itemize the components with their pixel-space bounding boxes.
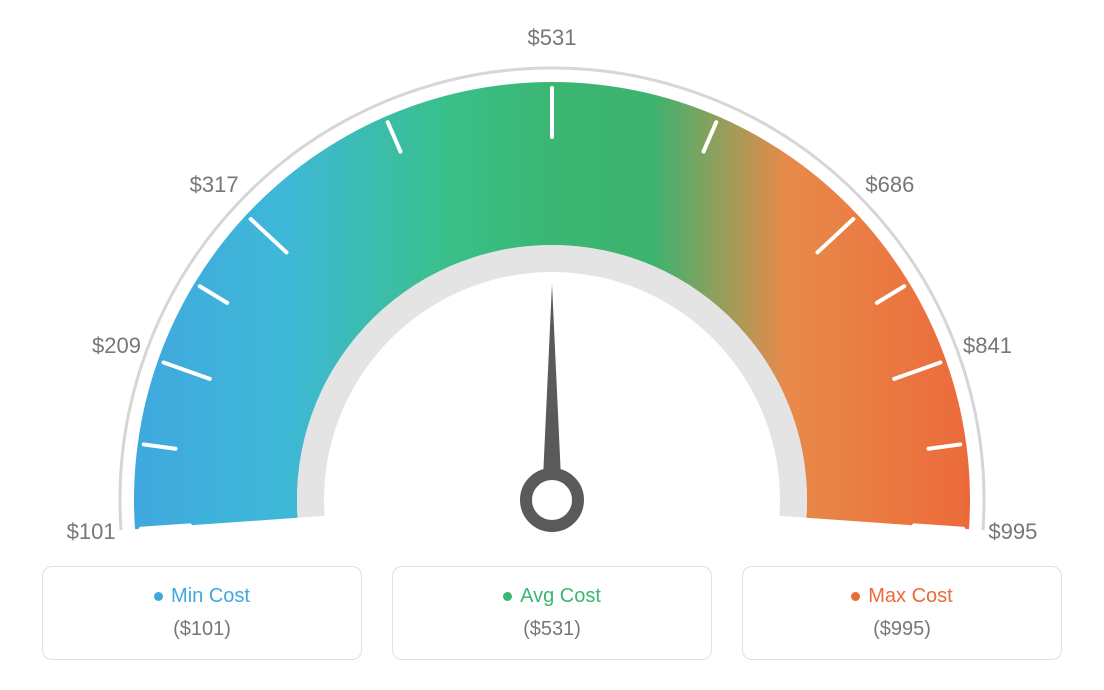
gauge-chart: $101 $209 $317 $531 $686 $841 $995 — [0, 0, 1104, 560]
legend-value-min: ($101) — [53, 618, 351, 641]
legend-label-avg: Avg Cost — [503, 585, 601, 608]
gauge-tick-label: $209 — [92, 333, 141, 359]
legend-card-avg: Avg Cost ($531) — [392, 566, 712, 660]
gauge-tick-label: $101 — [67, 519, 116, 545]
legend-value-avg: ($531) — [403, 618, 701, 641]
legend-dot-min — [154, 592, 163, 601]
legend-dot-avg — [503, 592, 512, 601]
gauge-tick-label: $531 — [528, 25, 577, 51]
legend-value-max: ($995) — [753, 618, 1051, 641]
gauge-tick-label: $841 — [963, 333, 1012, 359]
legend-card-min: Min Cost ($101) — [42, 566, 362, 660]
legend-text-max: Max Cost — [868, 585, 952, 608]
legend-text-avg: Avg Cost — [520, 585, 601, 608]
legend-label-min: Min Cost — [154, 585, 250, 608]
gauge-tick-label: $686 — [865, 172, 914, 198]
cost-gauge-container: $101 $209 $317 $531 $686 $841 $995 Min Cost ($… — [0, 0, 1104, 690]
gauge-tick-label: $317 — [190, 172, 239, 198]
legend-dot-max — [851, 592, 860, 601]
legend-card-max: Max Cost ($995) — [742, 566, 1062, 660]
legend-text-min: Min Cost — [171, 585, 250, 608]
legend-row: Min Cost ($101) Avg Cost ($531) Max Cost… — [0, 566, 1104, 660]
legend-label-max: Max Cost — [851, 585, 952, 608]
gauge-tick-label: $995 — [988, 519, 1037, 545]
